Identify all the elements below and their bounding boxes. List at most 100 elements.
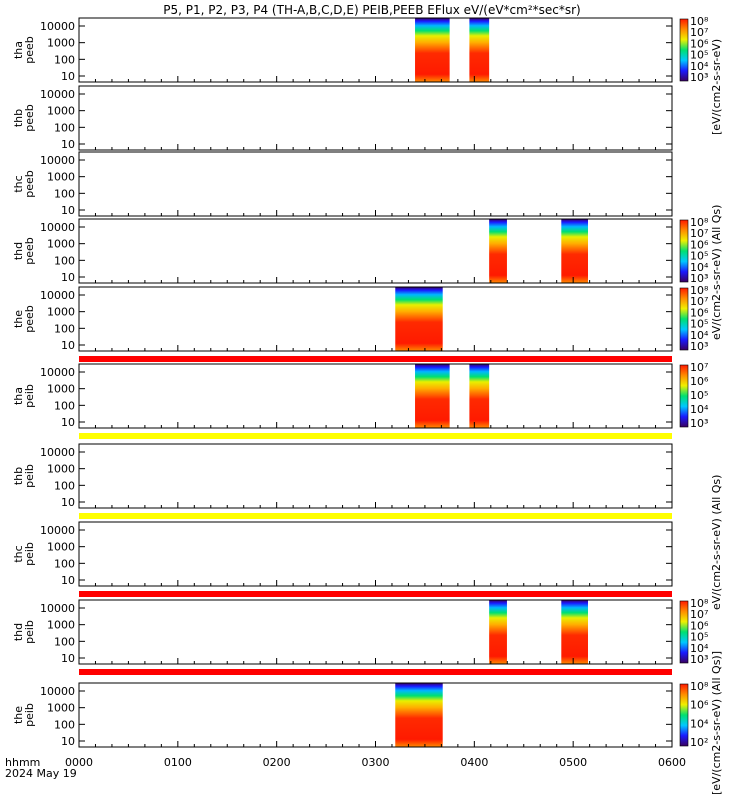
x-tick-label: 0000 <box>65 756 93 769</box>
colorbar-tick-label: 10⁶ <box>690 238 709 251</box>
colorbar-tick-label: 10⁶ <box>690 375 709 388</box>
y-tick-label: 100 <box>54 635 75 648</box>
y-tick-label: 10 <box>61 204 75 217</box>
y-tick-label: 10000 <box>40 154 75 167</box>
y-axis-label-thc-peib: thc <box>12 545 25 562</box>
y-tick-label: 10 <box>61 138 75 151</box>
colorbar-tick-label: 10³ <box>690 340 708 353</box>
x-tick-label: 0200 <box>263 756 291 769</box>
colorbar-tick-label: 10³ <box>690 71 708 84</box>
colorbar-the-peib <box>679 683 689 747</box>
colorbar-tick-label: 10⁵ <box>690 631 708 644</box>
y-tick-label: 10000 <box>40 685 75 698</box>
colorbar-thd-peib <box>679 600 689 664</box>
y-axis-label-tha-peib: peib <box>23 384 36 408</box>
colorbar-tick-label: 10⁵ <box>690 318 708 331</box>
colorbar-tick-label: 10⁸ <box>690 15 709 28</box>
colorbar-label-middle: eV/(cm2-s-sr-eV) (All Qs) <box>710 205 723 340</box>
colorbar-tick-label: 10⁷ <box>690 227 708 240</box>
y-tick-label: 10 <box>61 271 75 284</box>
y-tick-label: 10000 <box>40 289 75 302</box>
colorbar-tick-label: 10⁴ <box>690 717 709 730</box>
colorbar-tick-label: 10⁴ <box>690 261 709 274</box>
spectrogram-block-tha-peib-1 <box>415 364 450 428</box>
y-axis-label-tha-peeb: peeb <box>23 36 36 64</box>
y-tick-label: 100 <box>54 254 75 267</box>
y-axis-label-thb-peib: thb <box>12 467 25 485</box>
colorbar-tick-label: 10⁵ <box>690 389 708 402</box>
x-axis-label-hhmm: hhmm <box>5 756 40 769</box>
colorbar-tick-label: 10⁴ <box>690 642 709 655</box>
y-tick-label: 100 <box>54 121 75 134</box>
y-axis-label-thd-peeb: thd <box>12 242 25 260</box>
y-axis-label-thd-peeb: peeb <box>23 237 36 265</box>
colorbar-tick-label: 10³ <box>690 653 708 666</box>
y-tick-label: 10 <box>61 652 75 665</box>
y-axis-label-thd-peib: thd <box>12 623 25 641</box>
y-tick-label: 10000 <box>40 221 75 234</box>
y-axis-label-the-peib: the <box>12 706 25 724</box>
spectrogram-block-tha-peeb-2 <box>469 18 490 82</box>
spectrogram-block-thd-peib-2 <box>561 600 588 664</box>
colorbar-tick-label: 10⁵ <box>690 49 708 62</box>
x-tick-label: 0600 <box>658 756 686 769</box>
y-axis-label-thb-peib: peib <box>23 464 36 488</box>
colorbar-tha-peib <box>679 364 689 428</box>
colorbar-labels: [eV/(cm2-s-sr-eV) eV/(cm2-s-sr-eV) (All … <box>710 39 723 795</box>
panels: 10100100010000thapeeb10³10⁴10⁵10⁶10⁷10⁸1… <box>12 15 709 749</box>
y-axis-label-thd-peib: peib <box>23 620 36 644</box>
x-tick-label: 0100 <box>164 756 192 769</box>
colorbar-tick-label: 10⁶ <box>690 306 709 319</box>
colorbar-tick-label: 10⁶ <box>690 699 709 712</box>
y-tick-label: 10000 <box>40 524 75 537</box>
y-tick-label: 100 <box>54 479 75 492</box>
plot-frame-thc-peeb <box>78 151 673 217</box>
y-tick-label: 1000 <box>47 171 75 184</box>
spectrogram-block-tha-peib-2 <box>469 364 490 428</box>
flag-bar-thd-peib <box>79 669 672 675</box>
y-axis-label-thc-peeb: thc <box>12 175 25 192</box>
y-tick-label: 100 <box>54 53 75 66</box>
x-tick-label: 0500 <box>559 756 587 769</box>
figure-title: P5, P1, P2, P3, P4 (TH-A,B,C,D,E) PEIB,P… <box>163 3 580 17</box>
x-axis-label-date: 2024 May 19 <box>5 767 77 780</box>
colorbar-tha-peeb <box>679 18 689 82</box>
y-tick-label: 100 <box>54 557 75 570</box>
y-tick-label: 10000 <box>40 20 75 33</box>
x-tick-label: 0400 <box>460 756 488 769</box>
colorbar-tick-label: 10⁸ <box>690 597 709 610</box>
colorbar-tick-label: 10⁸ <box>690 284 709 297</box>
spectrogram-block-thd-peeb-1 <box>489 219 507 283</box>
y-tick-label: 10 <box>61 735 75 748</box>
y-tick-label: 1000 <box>47 383 75 396</box>
colorbar-tick-label: 10⁶ <box>690 619 709 632</box>
colorbar-tick-label: 10³ <box>690 417 708 430</box>
y-tick-label: 1000 <box>47 238 75 251</box>
colorbar-tick-label: 10⁵ <box>690 250 708 263</box>
y-axis-label-tha-peeb: tha <box>12 41 25 59</box>
colorbar-tick-label: 10⁸ <box>690 680 709 693</box>
y-tick-label: 100 <box>54 187 75 200</box>
y-axis-label-thb-peeb: peeb <box>23 104 36 132</box>
y-tick-label: 1000 <box>47 702 75 715</box>
y-tick-label: 100 <box>54 322 75 335</box>
spectrogram-block-thd-peib-1 <box>489 600 507 664</box>
colorbar-tick-label: 10⁸ <box>690 216 709 229</box>
y-axis-label-thb-peeb: thb <box>12 109 25 127</box>
y-tick-label: 10 <box>61 496 75 509</box>
y-tick-label: 1000 <box>47 306 75 319</box>
y-tick-label: 10000 <box>40 602 75 615</box>
y-tick-label: 10 <box>61 70 75 83</box>
y-axis-label-the-peeb: the <box>12 310 25 328</box>
y-tick-label: 10 <box>61 416 75 429</box>
colorbar-thd-peeb <box>679 219 689 283</box>
y-tick-label: 1000 <box>47 541 75 554</box>
colorbar-label-lower: eV/(cm2-s-sr-eV) (All Qs) <box>710 475 723 610</box>
plot-frame-the-peeb <box>78 286 673 352</box>
